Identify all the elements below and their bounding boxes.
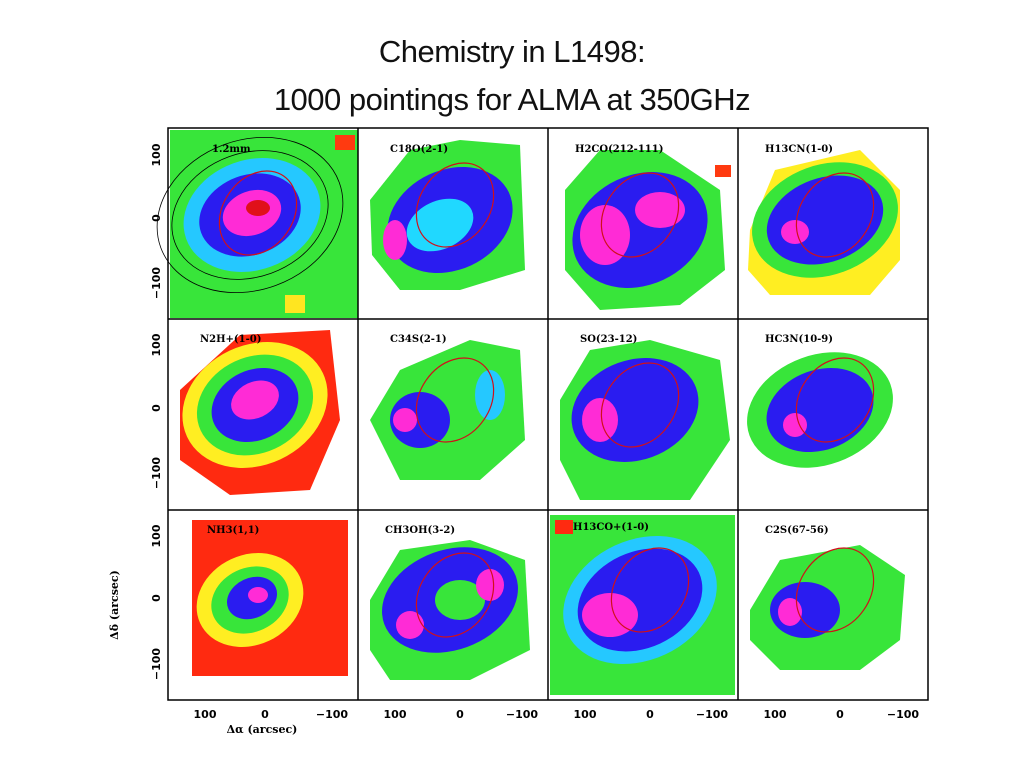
panel-hc3n: HC3N(10-9) (745, 330, 925, 500)
svg-text:100: 100 (150, 333, 163, 356)
panel-label-c34s: C34S(2-1) (390, 334, 447, 345)
panel-label-nh3: NH3(1,1) (207, 525, 259, 536)
panel-ch3oh: CH3OH(3-2) (370, 525, 530, 680)
x-axis-label: Δα (arcsec) (227, 723, 298, 736)
panel-label-so: SO(23-12) (580, 334, 637, 345)
panel-label-h13co: H13CO+(1-0) (573, 522, 649, 533)
panel-h13co: H13CO+(1-0) (550, 515, 735, 695)
svg-text:100: 100 (194, 708, 217, 721)
panel-h13cn: H13CN(1-0) (748, 144, 900, 295)
panel-label-1p2mm: 1.2mm (212, 144, 251, 155)
svg-text:−100: −100 (150, 648, 163, 681)
panel-label-c2s: C2S(67-56) (765, 525, 829, 536)
panel-nh3: NH3(1,1) (192, 520, 348, 676)
x-axis-ticks: 100 0 −100 100 0 −100 100 0 −100 100 0 −… (194, 708, 920, 721)
svg-text:0: 0 (150, 214, 163, 222)
panel-so: SO(23-12) (560, 334, 730, 500)
svg-text:−100: −100 (150, 457, 163, 490)
panel-label-h2co: H2CO(212-111) (575, 144, 663, 155)
svg-text:−100: −100 (506, 708, 539, 721)
svg-text:0: 0 (646, 708, 654, 721)
svg-text:−100: −100 (316, 708, 349, 721)
panel-h2co: H2CO(212-111) (565, 144, 731, 310)
y-axis-ticks: 100 0 −100 100 0 −100 100 0 −100 (150, 143, 163, 680)
svg-text:100: 100 (150, 143, 163, 166)
svg-text:0: 0 (456, 708, 464, 721)
svg-text:100: 100 (574, 708, 597, 721)
svg-text:100: 100 (384, 708, 407, 721)
panel-label-hc3n: HC3N(10-9) (765, 334, 833, 345)
svg-text:0: 0 (150, 594, 163, 602)
y-axis-label: Δδ (arcsec) (108, 570, 121, 640)
svg-text:0: 0 (836, 708, 844, 721)
svg-text:0: 0 (261, 708, 269, 721)
panel-n2h: N2H+(1-0) (180, 330, 340, 495)
panel-frames (167, 127, 929, 701)
panel-c2s: C2S(67-56) (750, 525, 905, 670)
svg-text:−100: −100 (887, 708, 920, 721)
svg-text:100: 100 (764, 708, 787, 721)
panel-c34s: C34S(2-1) (370, 334, 525, 480)
svg-text:0: 0 (150, 404, 163, 412)
svg-text:−100: −100 (150, 267, 163, 300)
panel-label-c18o: C18O(2-1) (390, 144, 448, 155)
panel-label-ch3oh: CH3OH(3-2) (385, 525, 455, 536)
slide-title-line2: 1000 pointings for ALMA at 350GHz (273, 82, 751, 117)
panel-label-n2h: N2H+(1-0) (200, 334, 261, 345)
svg-text:100: 100 (150, 524, 163, 547)
panel-1p2mm: 1.2mm (156, 130, 358, 318)
panel-label-h13cn: H13CN(1-0) (765, 144, 833, 155)
svg-text:−100: −100 (696, 708, 729, 721)
slide-title-line1: Chemistry in L1498: (378, 34, 646, 69)
panel-c18o: C18O(2-1) (370, 140, 525, 290)
